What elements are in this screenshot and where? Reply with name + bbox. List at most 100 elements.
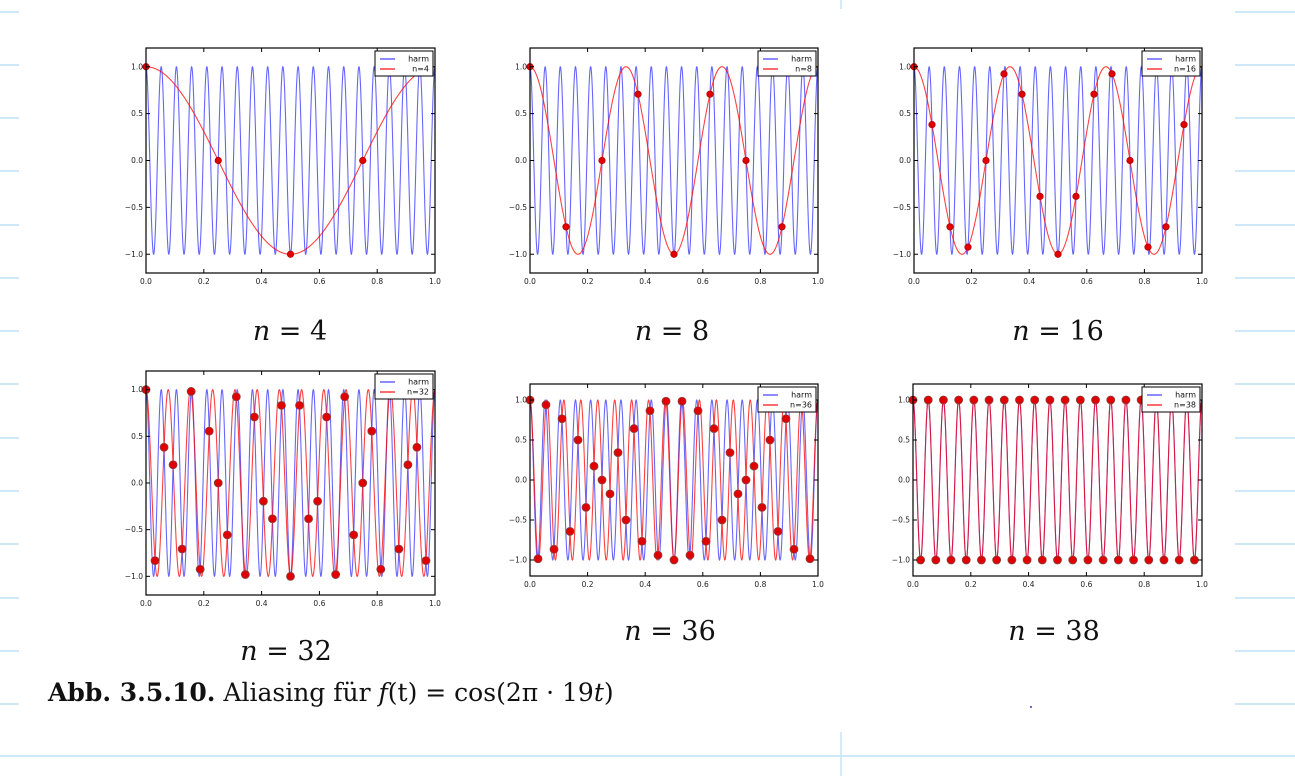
subcaption-eq: = 16	[1029, 316, 1104, 347]
notebook-rule-right	[1235, 170, 1295, 172]
sample-point	[1068, 555, 1078, 565]
sample-point	[1144, 243, 1152, 251]
sample-point	[717, 515, 727, 525]
notebook-rule-left	[0, 11, 19, 13]
sample-point	[581, 502, 591, 512]
sample-point	[661, 396, 671, 406]
legend-label: harm	[1175, 391, 1196, 400]
sample-point	[1053, 555, 1062, 565]
sample-point	[709, 424, 719, 433]
sample-point	[186, 387, 196, 396]
math-rhs: = cos(2π · 19	[417, 678, 594, 707]
sample-point	[645, 406, 655, 416]
notebook-rule-left	[0, 383, 19, 385]
subcaption-eq: = 38	[1025, 616, 1100, 647]
x-tick-label: 0.0	[140, 277, 152, 286]
sample-point	[159, 442, 169, 452]
subcaption-n38: n = 38	[1008, 616, 1100, 647]
y-tick-label: 0.5	[515, 436, 527, 445]
y-tick-label: −1.0	[125, 572, 143, 581]
x-tick-label: 0.6	[697, 277, 709, 286]
sample-point	[1015, 395, 1024, 405]
sample-point	[1129, 555, 1138, 565]
y-tick-label: 0.5	[898, 436, 910, 445]
sample-point	[1091, 395, 1100, 405]
sample-point	[946, 223, 954, 231]
legend-box	[757, 386, 817, 413]
sample-point	[231, 392, 241, 402]
series-harm-line	[914, 65, 1202, 256]
x-tick-label: 1.0	[1196, 277, 1208, 286]
x-tick-label: 0.4	[256, 277, 268, 286]
x-tick-label: 0.4	[639, 277, 651, 286]
y-tick-label: 0.0	[899, 156, 911, 165]
plot-area	[146, 388, 435, 578]
sample-point	[982, 156, 990, 165]
sample-point	[313, 496, 322, 506]
legend-label: n=38	[1174, 401, 1196, 410]
x-tick-label: 0.2	[198, 599, 210, 608]
sample-point	[757, 502, 767, 512]
x-tick-label: 1.0	[429, 599, 441, 608]
x-tick-label: 0.2	[198, 277, 210, 286]
sample-point	[613, 448, 623, 458]
sample-point	[677, 396, 687, 406]
sample-point	[634, 90, 642, 98]
sample-point	[741, 475, 751, 485]
sample-point	[629, 424, 639, 433]
legend-label: harm	[791, 55, 812, 64]
y-tick-label: 0.0	[515, 476, 527, 485]
sample-point	[669, 555, 679, 565]
sample-point	[1144, 555, 1154, 565]
sample-point	[749, 461, 759, 471]
legend-label: harm	[408, 55, 429, 64]
sample-point	[1007, 555, 1017, 565]
x-tick-label: 0.0	[524, 580, 536, 589]
y-tick-label: −0.5	[509, 516, 527, 525]
subcaption-eq: = 8	[652, 316, 710, 347]
y-tick-label: 1.0	[898, 396, 910, 405]
notebook-rule-left	[0, 224, 19, 226]
notebook-rule-left	[0, 650, 19, 652]
sample-point	[367, 426, 377, 436]
y-tick-label: 0.5	[899, 109, 911, 118]
sample-point	[268, 514, 277, 524]
sample-point	[693, 406, 703, 416]
sample-point	[923, 395, 933, 405]
x-tick-label: 0.0	[140, 599, 152, 608]
x-tick-label: 0.6	[1081, 277, 1093, 286]
sample-point	[213, 478, 223, 488]
y-tick-label: −1.0	[509, 250, 527, 259]
subcaption-eq: = 4	[270, 316, 328, 347]
legend-box	[374, 373, 434, 400]
sample-point	[177, 544, 187, 554]
notebook-rule-right	[1235, 224, 1295, 226]
sample-point	[621, 515, 631, 525]
sample-point	[359, 156, 367, 165]
subcaption-var: n	[240, 636, 258, 667]
legend-label: n=36	[790, 401, 812, 410]
sample-point	[637, 536, 647, 546]
caption-formula: f(t) = cos(2π · 19t)	[379, 678, 614, 707]
subplot-n4: 0.0 0.2 0.4 0.6 0.8 1.0 −1.0 −0.5 0.0 0.5 1.0 harm n…	[110, 40, 441, 304]
x-tick-label: 0.0	[907, 580, 919, 589]
sample-point	[1018, 90, 1026, 98]
axes-frame	[145, 47, 436, 274]
axes-frame	[145, 370, 436, 596]
sample-point	[964, 243, 972, 251]
notebook-rule-left	[0, 543, 19, 545]
subplot-n16: 0.0 0.2 0.4 0.6 0.8 1.0 −1.0 −0.5 0.0 0.5 1.0 harm n…	[878, 40, 1208, 304]
x-tick-label: 0.4	[256, 599, 268, 608]
legend-label: harm	[408, 378, 429, 387]
sample-point	[549, 544, 559, 554]
legend-box	[374, 50, 434, 77]
page-divider-bottom	[840, 732, 842, 776]
sample-point	[1106, 395, 1116, 405]
subcaption-var: n	[252, 316, 271, 347]
sample-point	[653, 550, 663, 560]
sample-point	[214, 156, 222, 165]
subcaption-n32: n = 32	[240, 636, 332, 667]
